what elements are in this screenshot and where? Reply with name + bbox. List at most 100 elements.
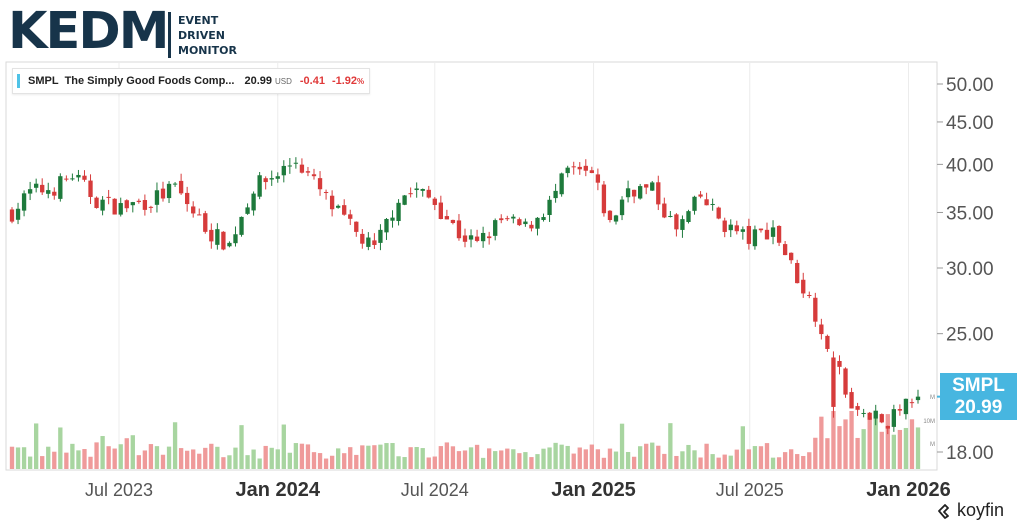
candle-body: [541, 217, 546, 220]
koyfin-brand: koyfin: [936, 500, 1004, 521]
candle-body: [915, 396, 921, 401]
candle-body: [559, 173, 564, 195]
candle-body: [897, 409, 903, 411]
candle-body: [420, 188, 425, 191]
volume-bar: [215, 446, 220, 469]
candle-body: [607, 210, 613, 221]
volume-bar: [348, 447, 353, 469]
volume-bar: [88, 456, 93, 469]
volume-bar: [613, 451, 619, 469]
candle-body: [263, 178, 268, 183]
candle-body: [287, 165, 292, 167]
volume-bar: [462, 450, 468, 469]
volume-bar: [782, 452, 788, 469]
candle-body: [21, 193, 27, 211]
volume-bar: [293, 443, 299, 469]
volume-bar: [52, 451, 57, 469]
y-tick-label: 18.00: [946, 443, 994, 464]
volume-bar: [239, 425, 244, 469]
candle-body: [118, 203, 123, 215]
volume-bar: [34, 423, 39, 469]
candle-body: [480, 232, 486, 242]
volume-bar: [837, 426, 842, 469]
volume-bar: [468, 447, 474, 469]
candle-body: [638, 186, 643, 199]
candle-body: [342, 205, 347, 215]
volume-bar: [891, 434, 896, 469]
volume-bar: [15, 447, 21, 469]
candle-body: [323, 192, 329, 194]
candle-body: [233, 234, 238, 244]
volume-bar: [849, 411, 854, 469]
volume-bar: [118, 444, 123, 469]
volume-bar: [487, 448, 492, 469]
last-price-tag: SMPL 20.99: [940, 373, 1017, 420]
candle-body: [221, 231, 226, 250]
volume-bar: [716, 457, 721, 469]
volume-bar: [148, 444, 154, 469]
candle-body: [281, 165, 286, 176]
candle-body: [801, 279, 806, 294]
volume-bar: [203, 447, 208, 469]
candle-body: [408, 193, 413, 195]
volume-bar: [106, 446, 111, 469]
volume-bar: [40, 456, 45, 469]
volume-bar: [813, 437, 818, 469]
volume-bar: [112, 448, 117, 469]
volume-bar: [861, 429, 866, 469]
chart-legend[interactable]: SMPL The Simply Good Foods Comp... 20.99…: [12, 68, 370, 94]
price-tag-ticker: SMPL: [952, 375, 1005, 396]
volume-bar: [843, 419, 848, 469]
legend-price: 20.99: [244, 75, 272, 87]
candle-body: [716, 207, 721, 219]
volume-bar: [130, 435, 135, 469]
volume-bar: [27, 456, 33, 469]
candle-body: [40, 184, 45, 193]
volume-bar: [752, 446, 758, 469]
volume-bar: [480, 457, 486, 469]
candle-body: [843, 368, 848, 395]
candle-body: [849, 392, 854, 409]
candle-body: [873, 410, 878, 419]
candle-body: [52, 191, 57, 196]
legend-color-marker: [17, 74, 20, 88]
candle-body: [601, 184, 607, 214]
volume-bar: [897, 429, 903, 469]
y-tick-label: 25.00: [946, 325, 994, 346]
logo-divider: [168, 12, 171, 58]
candle-body: [650, 182, 655, 191]
candle-body: [903, 398, 909, 415]
volume-bar: [221, 457, 226, 469]
candle-body: [245, 207, 250, 214]
candle-body: [795, 262, 800, 284]
candle-body: [764, 229, 770, 240]
candle-body: [487, 236, 492, 239]
volume-bar: [197, 453, 202, 469]
volume-bar: [305, 444, 311, 469]
candle-body: [130, 202, 135, 206]
volume-bar: [704, 443, 709, 469]
volume-bar: [909, 419, 915, 469]
volume-bar: [571, 453, 576, 469]
candle-body: [644, 184, 649, 188]
volume-bar: [619, 423, 625, 469]
candle-body: [166, 183, 172, 199]
volume-bar: [82, 449, 87, 469]
candle-body: [106, 196, 111, 198]
candle-body: [565, 167, 570, 174]
volume-bar: [505, 448, 510, 469]
logo-tagline-line: DRIVEN: [178, 29, 225, 42]
volume-bar: [227, 455, 232, 469]
volume-bar: [444, 442, 450, 469]
volume-bar: [740, 426, 745, 469]
volume-bar: [438, 446, 443, 469]
volume-bar: [209, 443, 214, 469]
legend-change-pct-value: -1.92: [331, 75, 358, 87]
candle-body: [619, 199, 625, 216]
candle-body: [758, 228, 764, 231]
candle-body: [885, 425, 890, 429]
volume-bar: [553, 442, 558, 469]
volume-bar: [450, 446, 456, 469]
candle-body: [293, 162, 299, 164]
